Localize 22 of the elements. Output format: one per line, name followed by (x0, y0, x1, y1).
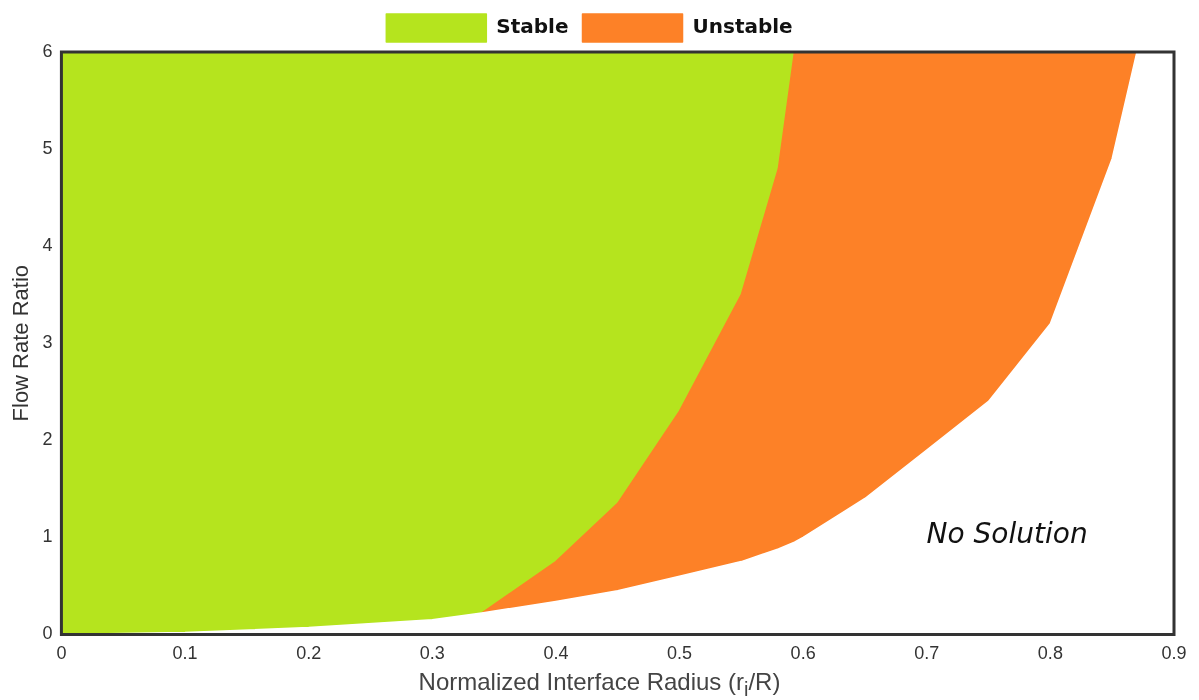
x-tick-label: 0.5 (667, 643, 693, 664)
y-tick-label: 6 (42, 40, 53, 61)
x-tick-label: 0.2 (296, 643, 322, 664)
y-tick-label: 2 (42, 429, 53, 450)
x-tick-label: 0.8 (1037, 643, 1063, 664)
x-tick-label: 0.4 (543, 643, 569, 664)
y-tick-label: 3 (42, 332, 53, 353)
legend-label: Stable (496, 14, 569, 39)
y-axis-title: Flow Rate Ratio (8, 264, 34, 422)
y-tick-label: 0 (42, 623, 53, 644)
x-tick-label: 0.6 (790, 643, 816, 664)
x-tick-label: 0.7 (914, 643, 940, 664)
legend-label: Unstable (692, 14, 793, 39)
x-tick-label: 0.1 (172, 643, 198, 664)
y-tick-label: 4 (42, 235, 53, 256)
x-tick-label: 0 (56, 643, 67, 664)
x-tick-label: 0.3 (419, 643, 445, 664)
y-tick-label: 1 (42, 526, 53, 547)
x-axis-title: Normalized Interface Radius (r$_{i}$/R) (417, 668, 782, 700)
annotation: No Solution (926, 516, 1088, 550)
x-tick-label: 0.9 (1161, 643, 1187, 664)
y-tick-label: 5 (42, 138, 53, 159)
